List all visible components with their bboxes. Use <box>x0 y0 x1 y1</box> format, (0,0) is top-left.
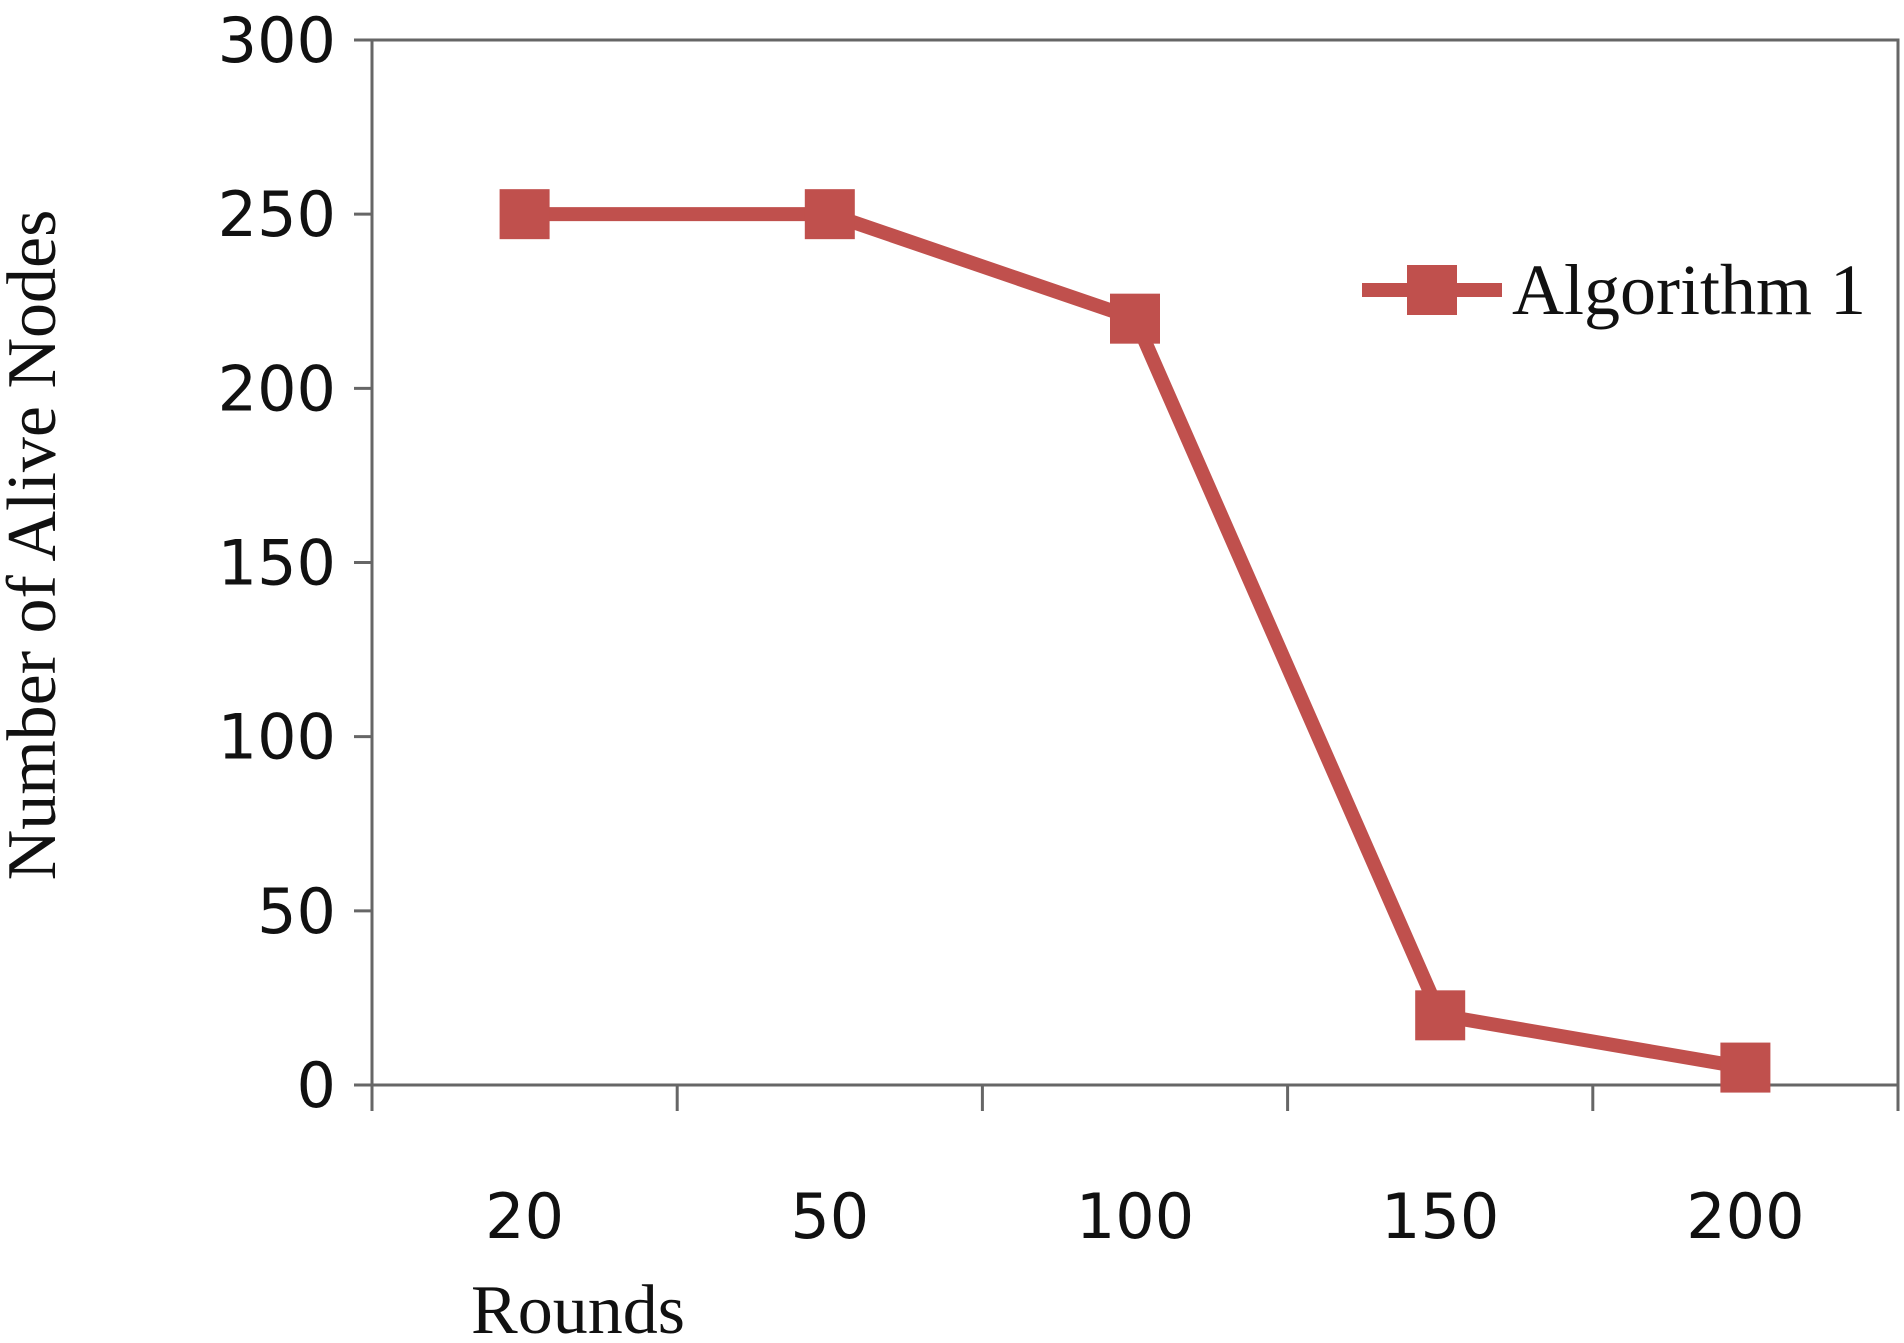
series-layer <box>499 189 1771 1093</box>
x-tick-label: 50 <box>790 1180 869 1253</box>
x-tick-label: 20 <box>485 1180 564 1253</box>
data-point-marker <box>1415 990 1466 1041</box>
x-tick-label: 150 <box>1381 1180 1499 1253</box>
data-point-marker <box>499 189 550 240</box>
y-axis: 0 50 100 150 200 250 300 <box>218 4 372 1122</box>
x-tick-label: 200 <box>1686 1180 1804 1253</box>
y-tick-label: 100 <box>218 701 336 774</box>
y-tick-label: 150 <box>218 527 336 600</box>
y-tick-label: 200 <box>218 352 336 425</box>
legend-label: Algorithm 1 <box>1512 250 1866 330</box>
y-tick-label: 300 <box>218 4 336 77</box>
legend-marker <box>1407 265 1457 315</box>
legend: Algorithm 1 <box>1362 250 1866 330</box>
y-axis-title: Number of Alive Nodes <box>0 210 71 881</box>
x-axis: 20 50 100 150 200 <box>370 1085 1900 1253</box>
y-tick-label: 250 <box>218 178 336 251</box>
data-point-marker <box>1720 1042 1771 1093</box>
y-tick-label: 50 <box>257 875 336 948</box>
data-point-marker <box>1110 293 1160 344</box>
y-tick-label: 0 <box>297 1049 336 1122</box>
x-tick-label: 100 <box>1076 1180 1194 1253</box>
data-point-marker <box>804 189 855 240</box>
x-axis-title: Rounds <box>471 1272 685 1343</box>
